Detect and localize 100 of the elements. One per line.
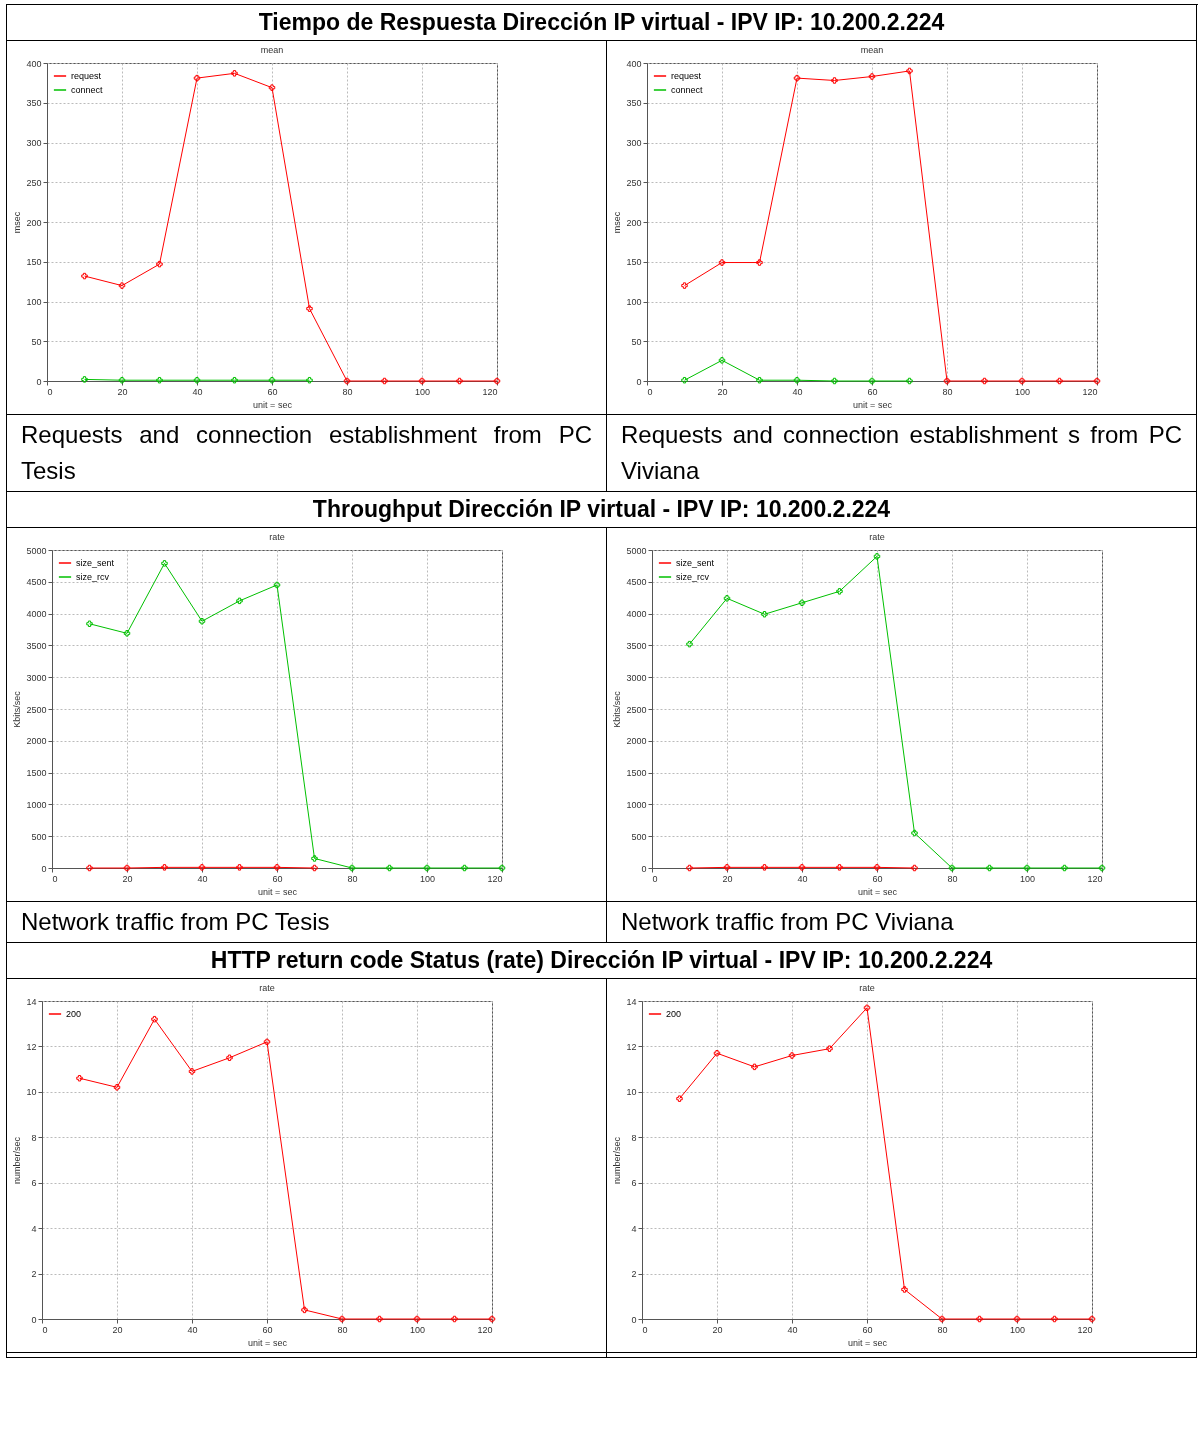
x-tick-label: 120 [477,1324,493,1335]
x-tick-label: 120 [1082,386,1098,397]
y-tick-label: 300 [26,138,42,148]
x-axis-title: unit = sec [258,886,298,897]
y-tick-label: 1000 [26,799,47,810]
x-axis-title: unit = sec [253,399,293,410]
x-tick-label: 80 [942,386,953,397]
legend-label: request [71,71,102,81]
legend-label: request [671,71,702,81]
y-tick-label: 8 [31,1132,37,1143]
x-tick-label: 20 [717,386,728,397]
y-tick-label: 0 [41,863,47,874]
y-tick-label: 4000 [626,609,647,620]
chart-title: mean [260,45,284,55]
y-tick-label: 2000 [626,736,647,747]
x-tick-label: 80 [342,386,353,397]
y-tick-label: 2 [631,1269,637,1280]
x-tick-label: 60 [262,1324,273,1335]
y-tick-label: 3000 [626,672,647,683]
x-tick-label: 100 [409,1324,426,1335]
y-tick-label: 500 [31,831,47,842]
text: Requests and connection establishment s from PC Viviana [607,415,1197,492]
x-tick-label: 80 [337,1324,348,1335]
x-tick-label: 20 [117,386,128,397]
chart-title: rate [259,983,275,993]
legend-label: size_rcv [76,572,110,582]
y-tick-label: 3000 [26,672,47,683]
y-tick-label: 3500 [626,640,647,651]
x-tick-label: 40 [197,873,208,884]
x-axis-title: unit = sec [858,886,898,897]
x-tick-label: 120 [487,873,503,884]
y-tick-label: 4500 [626,577,647,588]
y-tick-label: 200 [626,217,642,228]
x-tick-label: 80 [937,1324,948,1335]
x-tick-label: 60 [867,386,878,397]
chart-title: mean [860,45,884,55]
legend-label: connect [671,85,704,95]
y-axis-title: number/sec [612,1136,623,1185]
y-tick-label: 12 [626,1041,637,1052]
y-tick-label: 14 [26,996,37,1007]
x-tick-label: 100 [1019,873,1036,884]
text: Network traffic from PC Tesis [7,902,607,943]
y-tick-label: 400 [26,58,42,69]
x-axis-title: unit = sec [248,1337,288,1348]
y-tick-label: 5000 [626,545,647,556]
y-tick-label: 3500 [26,640,47,651]
y-tick-label: 250 [26,177,42,188]
y-tick-label: 4500 [26,577,47,588]
y-tick-label: 0 [631,1314,637,1325]
y-tick-label: 6 [31,1178,37,1189]
chart-title: rate [269,532,285,542]
legend-label: connect [71,85,104,95]
y-tick-label: 4 [631,1223,637,1234]
y-tick-label: 150 [26,257,42,268]
text: HTTP return code Status (rate) Dirección IP virtual - IPV IP: 10.200.2.224 [7,943,1197,979]
y-tick-label: 350 [626,98,642,109]
x-tick-label: 20 [122,873,133,884]
y-tick-label: 4000 [26,609,47,620]
legend-label: 200 [666,1009,682,1019]
y-tick-label: 2 [31,1269,37,1280]
y-tick-label: 100 [26,297,42,307]
x-tick-label: 60 [872,873,883,884]
x-tick-label: 120 [482,386,498,397]
y-tick-label: 1500 [26,768,47,779]
y-tick-label: 400 [626,58,642,69]
y-tick-label: 14 [626,996,637,1007]
y-tick-label: 1500 [626,768,647,779]
text: Requests and connection establishment from PC Tesis [7,415,607,492]
legend-label: size_sent [76,558,115,568]
x-tick-label: 40 [792,386,803,397]
text: Tiempo de Respuesta Dirección IP virtual - IPV IP: 10.200.2.224 [7,5,1197,41]
y-tick-label: 4 [31,1223,37,1234]
y-tick-label: 10 [626,1087,637,1098]
legend-label: 200 [66,1009,82,1019]
y-tick-label: 6 [631,1178,637,1189]
x-tick-label: 0 [52,873,58,884]
y-tick-label: 250 [626,177,642,188]
legend-label: size_rcv [676,572,710,582]
y-tick-label: 2000 [26,736,47,747]
y-tick-label: 10 [26,1087,37,1098]
legend-label: size_sent [676,558,715,568]
y-tick-label: 50 [31,336,42,347]
y-tick-label: 0 [36,376,42,387]
x-tick-label: 100 [419,873,436,884]
x-tick-label: 20 [712,1324,723,1335]
text: Network traffic from PC Viviana [607,902,1197,943]
x-tick-label: 40 [187,1324,198,1335]
y-tick-label: 2500 [626,704,647,715]
x-tick-label: 100 [1014,386,1031,397]
x-tick-label: 60 [267,386,278,397]
y-tick-label: 50 [631,336,642,347]
x-tick-label: 100 [1009,1324,1026,1335]
x-tick-label: 40 [797,873,808,884]
x-tick-label: 80 [347,873,358,884]
x-axis-title: unit = sec [853,399,893,410]
x-tick-label: 20 [722,873,733,884]
x-tick-label: 40 [192,386,203,397]
y-tick-label: 12 [26,1041,37,1052]
chart-title: rate [869,532,885,542]
x-tick-label: 120 [1087,873,1103,884]
